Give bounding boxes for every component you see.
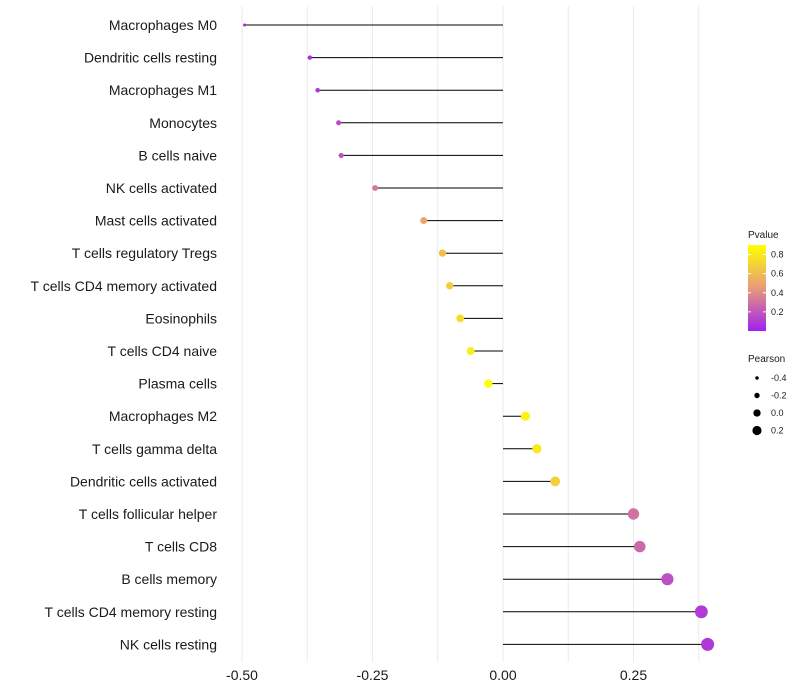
lollipop-points — [243, 23, 715, 651]
point — [633, 540, 646, 553]
category-label: Dendritic cells resting — [84, 50, 217, 66]
category-label: T cells follicular helper — [79, 506, 218, 522]
category-label: T cells regulatory Tregs — [72, 245, 217, 261]
point — [336, 120, 342, 126]
point — [550, 476, 561, 487]
category-label: Mast cells activated — [95, 213, 217, 229]
pearson-legend-key — [753, 409, 761, 417]
pvalue-colorbar — [748, 245, 766, 331]
x-tick-label: 0.25 — [620, 667, 647, 683]
category-label: T cells gamma delta — [92, 441, 217, 457]
pearson-legend-label: -0.2 — [771, 391, 787, 401]
y-axis-labels: Macrophages M0 Dendritic cells resting Mac… — [31, 17, 218, 652]
point — [315, 87, 321, 93]
category-label: NK cells resting — [120, 636, 217, 652]
pearson-legend-key — [752, 425, 762, 436]
lollipop-stems — [244, 24, 708, 645]
category-label: Eosinophils — [145, 310, 217, 326]
point — [243, 23, 247, 27]
point — [438, 249, 447, 257]
point — [420, 217, 428, 225]
point — [466, 347, 475, 355]
point — [484, 379, 493, 388]
pvalue-legend-label: 0.6 — [771, 269, 784, 279]
x-tick-label: -0.25 — [357, 667, 389, 683]
pearson-legend-key — [755, 376, 759, 380]
x-tick-label: -0.50 — [226, 667, 258, 683]
pearson-legend-key — [754, 392, 760, 399]
category-label: T cells CD8 — [145, 539, 217, 555]
pvalue-legend-title: Pvalue — [748, 230, 779, 241]
x-tick-label: 0.00 — [489, 667, 516, 683]
category-label: T cells CD4 naive — [108, 343, 218, 359]
grid-lines — [241, 6, 700, 662]
pearson-legend: Pearson -0.4 -0.2 0.0 0.2 — [748, 354, 787, 436]
pvalue-legend-label: 0.8 — [771, 250, 784, 260]
category-label: Macrophages M2 — [109, 408, 217, 424]
category-label: T cells CD4 memory resting — [45, 604, 217, 620]
category-label: Plasma cells — [138, 376, 217, 392]
point — [701, 637, 715, 651]
x-axis-tick-labels: -0.50 -0.25 0.00 0.25 — [226, 667, 647, 683]
category-label: Monocytes — [149, 115, 217, 131]
point — [338, 152, 344, 158]
point — [520, 411, 530, 421]
pvalue-legend: Pvalue 0.2 0.4 0.6 0.8 — [748, 230, 784, 331]
category-label: B cells naive — [138, 147, 217, 163]
pearson-legend-title: Pearson — [748, 354, 785, 365]
point — [694, 605, 708, 619]
pearson-legend-label: 0.0 — [771, 408, 784, 418]
point — [446, 282, 454, 290]
category-label: Macrophages M0 — [109, 17, 217, 33]
category-label: NK cells activated — [106, 180, 217, 196]
category-label: T cells CD4 memory activated — [31, 278, 217, 294]
point — [456, 314, 465, 323]
pearson-legend-label: 0.2 — [771, 426, 784, 436]
pearson-legend-label: -0.4 — [771, 373, 787, 383]
point — [532, 444, 542, 454]
point — [661, 573, 674, 586]
point — [307, 55, 313, 60]
point — [627, 508, 640, 520]
category-label: Dendritic cells activated — [70, 473, 217, 489]
pvalue-legend-label: 0.4 — [771, 288, 784, 298]
pvalue-legend-label: 0.2 — [771, 307, 784, 317]
category-label: B cells memory — [121, 571, 217, 587]
point — [372, 185, 379, 191]
category-label: Macrophages M1 — [109, 82, 217, 98]
